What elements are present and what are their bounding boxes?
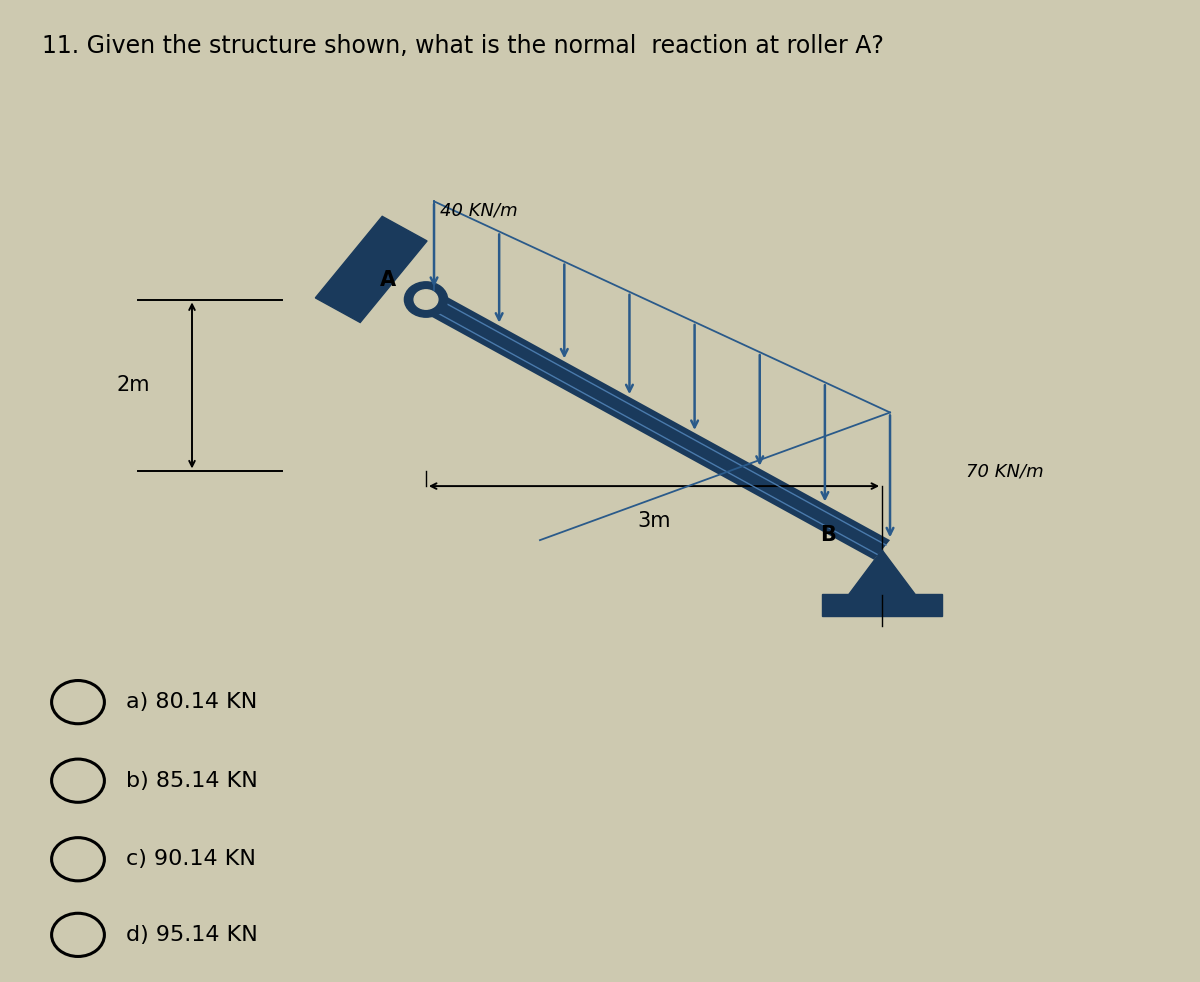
Circle shape: [404, 282, 448, 317]
Circle shape: [414, 290, 438, 309]
Polygon shape: [316, 216, 427, 322]
Text: 11. Given the structure shown, what is the normal  reaction at roller A?: 11. Given the structure shown, what is t…: [42, 34, 884, 58]
Text: b) 85.14 KN: b) 85.14 KN: [126, 771, 258, 791]
Text: 2m: 2m: [116, 375, 150, 396]
Polygon shape: [850, 550, 916, 594]
Text: B: B: [820, 525, 836, 545]
Polygon shape: [822, 594, 942, 616]
Text: a) 80.14 KN: a) 80.14 KN: [126, 692, 257, 712]
Text: 70 KN/m: 70 KN/m: [966, 463, 1044, 480]
Polygon shape: [418, 290, 890, 560]
Text: c) 90.14 KN: c) 90.14 KN: [126, 849, 256, 869]
Text: 40 KN/m: 40 KN/m: [440, 201, 517, 220]
Text: d) 95.14 KN: d) 95.14 KN: [126, 925, 258, 945]
Text: 3m: 3m: [637, 511, 671, 530]
Text: A: A: [380, 270, 396, 290]
